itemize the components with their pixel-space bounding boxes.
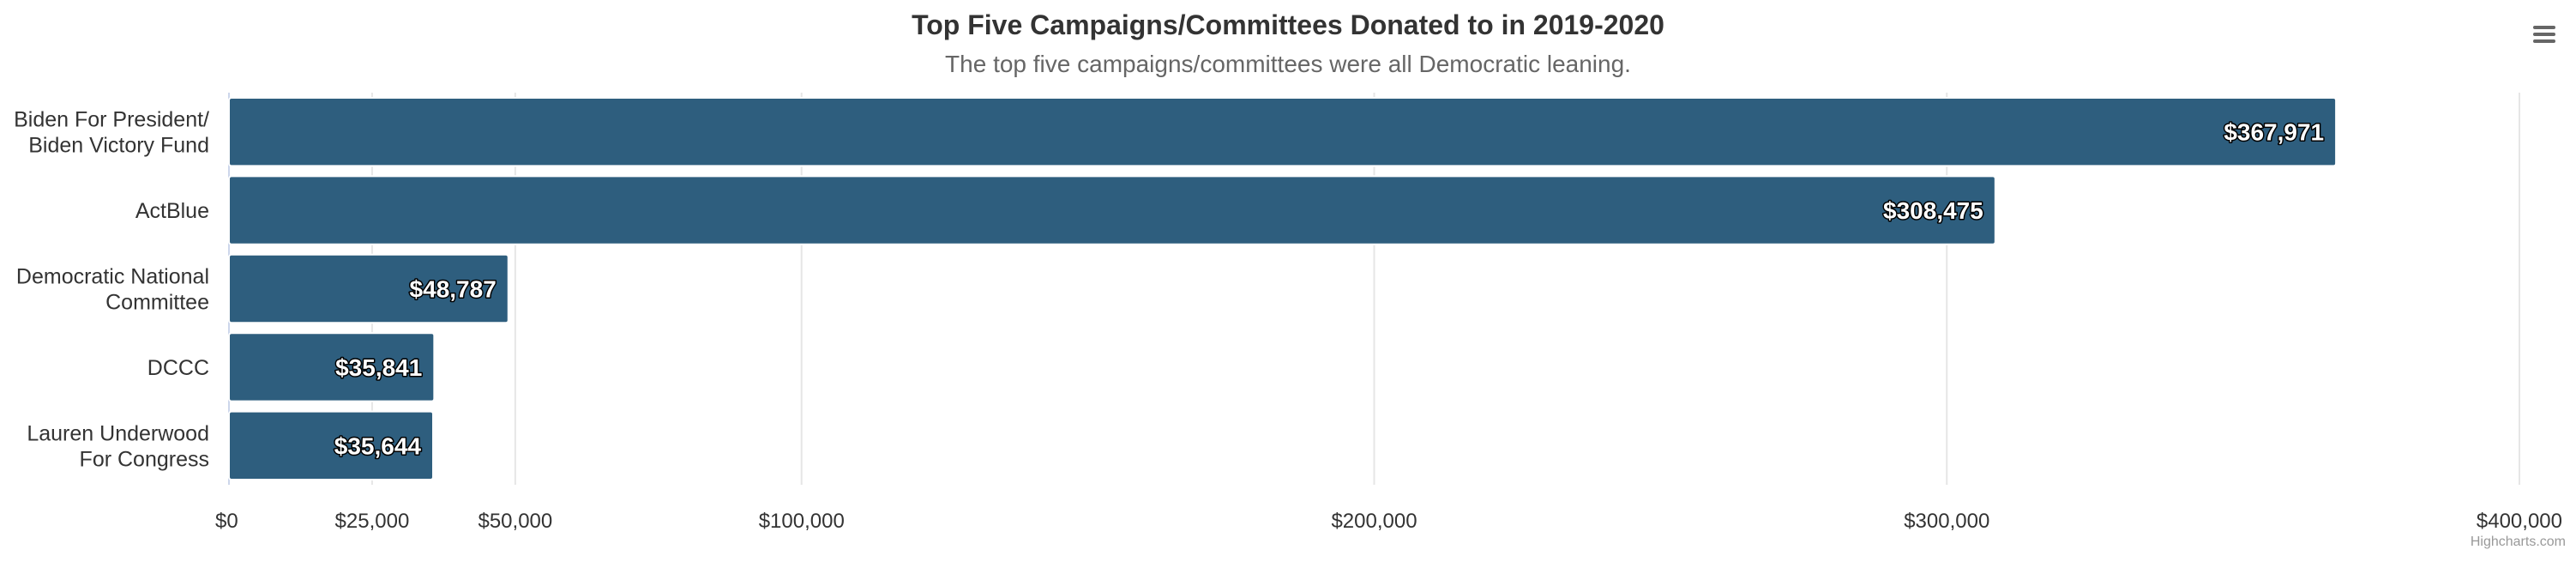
category-label-line: Committee: [105, 291, 209, 315]
bar[interactable]: [228, 332, 436, 402]
category-label-line: Lauren Underwood: [27, 421, 209, 445]
bar[interactable]: [228, 175, 1996, 245]
bar[interactable]: [228, 253, 509, 324]
credits-link[interactable]: Highcharts.com: [2471, 535, 2566, 549]
data-label: $35,841: [335, 354, 422, 381]
x-tick-label: $100,000: [759, 510, 845, 533]
data-label: $48,787: [410, 276, 497, 303]
category-label: Biden For President/Biden Victory Fund: [14, 108, 209, 158]
category-label-line: ActBlue: [135, 199, 209, 223]
chart-subtitle: The top five campaigns/committees were a…: [945, 51, 1631, 77]
chart-title: Top Five Campaigns/Committees Donated to…: [912, 9, 1664, 40]
category-labels: Biden For President/Biden Victory Fund Ac…: [14, 108, 209, 472]
category-label: Democratic National Committee: [16, 265, 209, 315]
data-label: $367,971: [2224, 119, 2324, 146]
category-label: DCCC: [147, 356, 209, 380]
data-label: $35,644: [334, 432, 422, 459]
x-axis-tick-labels: $0 $25,000 $50,000 $100,000 $200,000 $300,000…: [215, 510, 2562, 533]
x-tick-label: $25,000: [335, 510, 410, 533]
category-label-line: Biden For President/: [14, 108, 209, 132]
bar[interactable]: [228, 97, 2338, 167]
bars: [228, 97, 2338, 481]
x-tick-label: $300,000: [1904, 510, 1989, 533]
category-label: ActBlue: [135, 199, 209, 223]
category-label-line: Democratic National: [16, 265, 209, 289]
bar[interactable]: [228, 410, 435, 481]
category-label: Lauren Underwood For Congress: [27, 421, 209, 471]
data-label: $308,475: [1883, 197, 1983, 224]
x-tick-label: $50,000: [478, 510, 552, 533]
data-labels: $367,971 $308,475 $48,787 $35,841 $35,644: [333, 118, 2325, 461]
category-label-line: Biden Victory Fund: [28, 134, 209, 158]
x-tick-label: $0: [215, 510, 238, 533]
x-tick-label: $400,000: [2477, 510, 2562, 533]
hamburger-menu-icon[interactable]: [2526, 19, 2562, 50]
x-tick-label: $200,000: [1331, 510, 1417, 533]
category-label-line: DCCC: [147, 356, 209, 380]
category-label-line: For Congress: [80, 447, 209, 471]
